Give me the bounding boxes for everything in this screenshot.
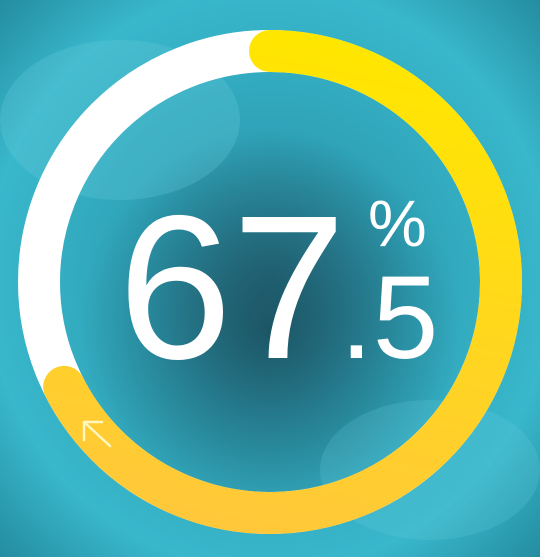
value-unit: % [368,186,427,260]
gauge-widget: 67 % .5 [0,0,540,557]
page: 67 % .5 (() => { const data = JSON.parse… [0,0,540,557]
value-whole: 67 [118,173,346,402]
value-fraction: .5 [340,252,438,384]
